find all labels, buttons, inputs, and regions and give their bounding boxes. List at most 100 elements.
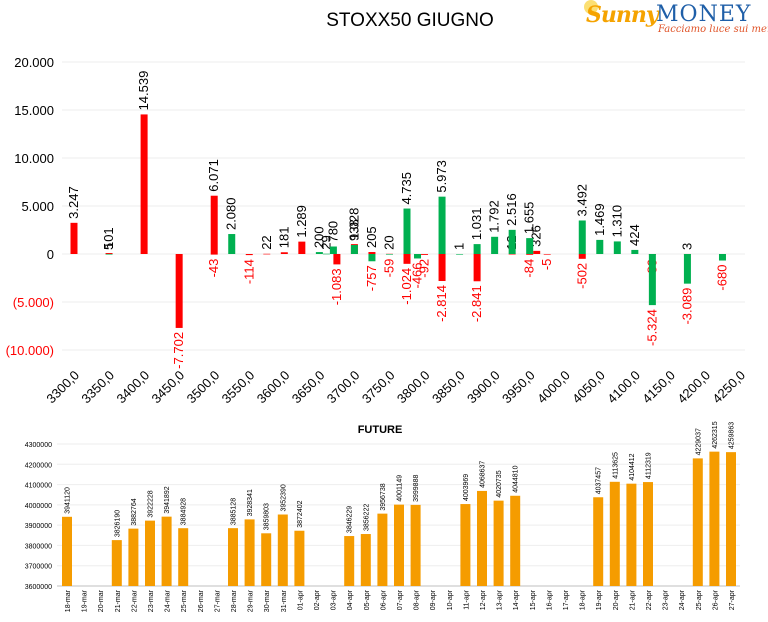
x-tick-label: 3750,0: [359, 368, 398, 407]
x-tick-label: 20-mar: [98, 589, 105, 612]
data-label: 2.516: [504, 193, 519, 226]
bar: [578, 254, 586, 259]
bar: [460, 504, 471, 586]
logo-tagline: Facciamo luce sui mercati: [658, 24, 768, 35]
bar: [333, 254, 341, 265]
x-tick-label: 3350,0: [78, 368, 117, 407]
x-tick-label: 3650,0: [289, 368, 328, 407]
bar: [105, 253, 113, 255]
bar: [596, 239, 604, 254]
data-label: 1.289: [294, 205, 309, 238]
bar: [421, 254, 429, 255]
x-tick-label: 14-apr: [513, 589, 520, 610]
bar: [456, 253, 464, 255]
x-tick-label: 4150,0: [639, 368, 678, 407]
y-tick-label: 4200000: [25, 462, 52, 469]
x-tick-label: 20-apr: [613, 589, 620, 610]
logo-sunny-text: Sunny: [586, 2, 659, 28]
y-tick-label: 10.000: [14, 151, 54, 166]
x-tick-label: 19-mar: [82, 589, 89, 612]
bar: [473, 254, 481, 282]
y-tick-label: 0: [47, 247, 54, 262]
data-label: 3999888: [413, 475, 420, 502]
data-label: 3885128: [231, 498, 238, 525]
bar: [62, 516, 72, 586]
bar: [377, 513, 388, 586]
bar: [210, 254, 218, 255]
data-label: 3856222: [363, 504, 370, 531]
x-tick-label: 23-mar: [148, 589, 155, 612]
data-label: 22: [259, 235, 274, 249]
bar: [593, 497, 604, 586]
data-label: 4259863: [729, 422, 736, 449]
data-label: -466: [410, 262, 425, 288]
data-label: -59: [381, 259, 396, 278]
logo-money-text: MONEY: [656, 2, 752, 27]
bar: [403, 208, 411, 254]
bar: [368, 252, 376, 254]
x-tick-label: 21-mar: [115, 589, 122, 612]
data-label: 6.071: [206, 159, 221, 192]
x-tick-label: 04-apr: [347, 589, 354, 610]
data-label: 205: [364, 226, 379, 248]
bar: [613, 241, 621, 254]
y-tick-label: 5.000: [21, 199, 54, 214]
data-label: 938: [346, 219, 361, 241]
data-label: 1.655: [522, 202, 537, 235]
data-label: 1.792: [487, 200, 502, 233]
bar: [329, 246, 337, 254]
data-label: 20: [381, 235, 396, 249]
bar: [263, 253, 271, 255]
y-tick-label: 3700000: [25, 564, 52, 571]
bar: [280, 252, 288, 254]
open-interest-chart: (10.000) (5.000) 0 5.000 10.000 15.000 20.000 3…: [6, 55, 749, 407]
bar: [368, 254, 376, 262]
bar: [244, 519, 255, 586]
data-label: 3.247: [66, 186, 81, 219]
x-tick-label: 4250,0: [709, 368, 748, 407]
bar: [648, 254, 656, 306]
x-tick-label: 11-apr: [463, 589, 470, 609]
y-tick-label: 3800000: [25, 543, 52, 550]
data-label: 3941892: [164, 486, 171, 513]
data-label: -2.814: [434, 285, 449, 322]
y-tick-label: 4300000: [25, 442, 52, 449]
x-tick-label: 31-mar: [281, 589, 288, 612]
x-tick-label: 3500,0: [184, 368, 223, 407]
bar: [609, 481, 620, 586]
x-tick-label: 3550,0: [219, 368, 258, 407]
x-tick-label: 28-mar: [231, 589, 238, 612]
data-label: 1.469: [592, 203, 607, 236]
bar: [692, 458, 703, 586]
data-label: -2.841: [469, 285, 484, 322]
bar: [543, 254, 551, 255]
sunny-money-logo[interactable]: Sunny MONEY Facciamo luce sui mercati: [584, 0, 768, 38]
data-label: 5: [101, 243, 116, 250]
bar: [210, 195, 218, 254]
x-tick-label: 10-apr: [447, 589, 454, 610]
bar: [360, 534, 371, 586]
bar: [403, 254, 411, 264]
bar: [145, 520, 155, 586]
data-label: 4037457: [596, 467, 603, 494]
data-label: 3872402: [297, 500, 304, 527]
bar: [578, 220, 586, 254]
bar: [438, 254, 446, 282]
x-tick-label: 23-apr: [663, 589, 670, 610]
data-label: 3: [679, 243, 694, 250]
bar: [315, 252, 323, 254]
bar: [508, 253, 516, 255]
data-label: -502: [574, 263, 589, 289]
x-tick-label: 4050,0: [569, 368, 608, 407]
bar: [322, 253, 330, 255]
y-tick-label: 4100000: [25, 483, 52, 490]
bar: [245, 254, 253, 256]
chart-title: STOXX50 GIUGNO: [326, 10, 494, 31]
data-label: 3.492: [574, 184, 589, 217]
y-tick-label: 3900000: [25, 523, 52, 530]
data-label: -3.089: [679, 288, 694, 325]
bar: [718, 254, 726, 261]
data-label: 3956738: [380, 483, 387, 510]
data-label: 14.539: [136, 71, 151, 111]
data-label: 4113625: [612, 452, 619, 479]
